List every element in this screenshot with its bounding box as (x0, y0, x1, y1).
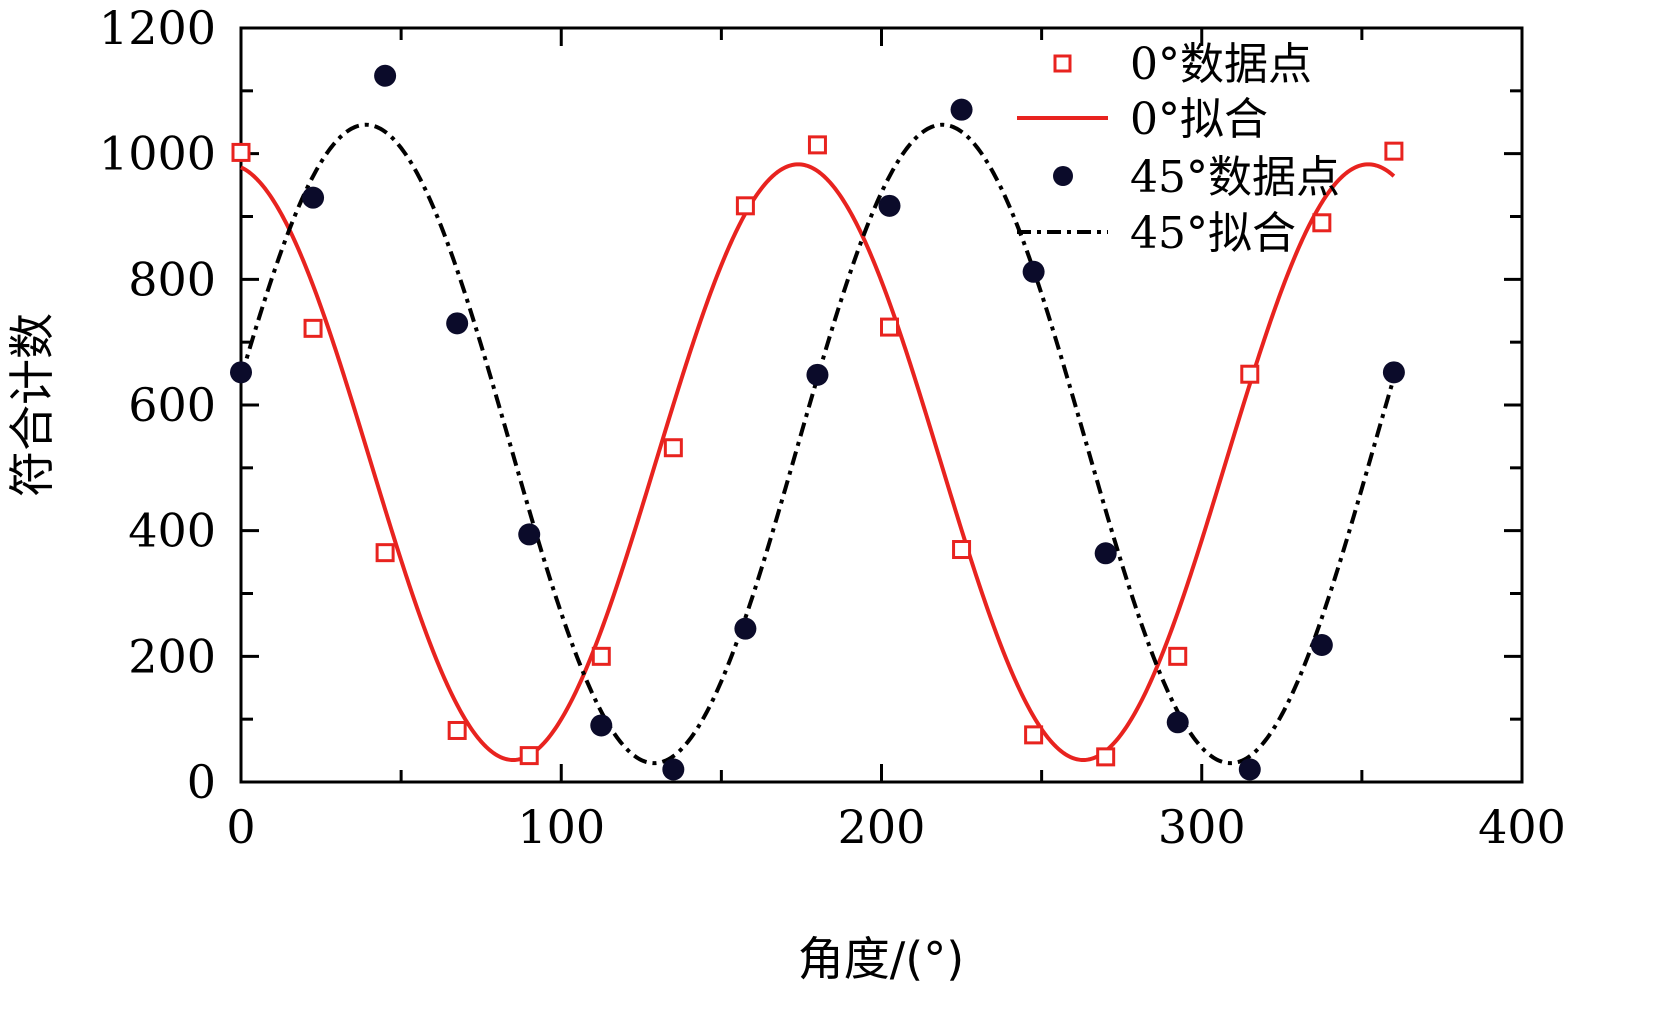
data-point-45 (950, 98, 973, 121)
y-tick-label: 600 (128, 378, 216, 432)
data-point-0 (663, 438, 683, 458)
data-point-45 (1094, 542, 1117, 565)
data-point-0 (735, 196, 755, 216)
data-point-45 (806, 363, 829, 386)
x-axis-title: 角度/(°) (798, 932, 964, 986)
data-point-45 (1310, 634, 1333, 657)
fit-curve-0 (240, 162, 1396, 763)
y-tick-label: 1000 (99, 127, 216, 181)
x-tick-label: 400 (1478, 800, 1566, 854)
data-point-45 (878, 194, 901, 217)
data-point-45 (446, 312, 469, 335)
data-point-0 (375, 543, 395, 563)
data-point-0 (807, 135, 827, 155)
legend: 0°数据点 0°拟合 45°数据点 45°拟合 (1017, 39, 1340, 259)
y-tick-label: 200 (128, 629, 216, 683)
data-point-45 (1238, 758, 1261, 781)
y-ticks: 0 200 400 600 800 1000 1200 (99, 1, 1522, 809)
y-tick-label: 1200 (99, 1, 216, 55)
data-point-0 (952, 540, 972, 560)
y-tick-label: 800 (128, 252, 216, 306)
y-tick-label: 400 (128, 504, 216, 558)
data-point-0 (1168, 646, 1188, 666)
data-point-0 (303, 318, 323, 338)
data-point-0 (591, 646, 611, 666)
data-point-45 (230, 361, 252, 384)
data-point-0 (447, 720, 467, 740)
x-ticks: 0 100 200 300 400 (226, 28, 1566, 854)
y-tick-label: 0 (187, 755, 216, 809)
plot-frame (239, 26, 1524, 784)
data-point-0 (880, 317, 900, 337)
y-axis-title: 符合计数 (5, 313, 59, 497)
data-point-45 (1166, 711, 1189, 734)
x-tick-label: 300 (1158, 800, 1246, 854)
data-point-45 (302, 186, 325, 209)
data-point-45 (590, 714, 613, 737)
data-point-45 (1382, 361, 1405, 384)
data-point-0 (1096, 747, 1116, 767)
legend-label-45-data: 45°数据点 (1130, 152, 1340, 203)
data-point-0 (231, 142, 251, 162)
data-point-45 (734, 617, 757, 640)
legend-label-0-fit: 0°拟合 (1130, 94, 1268, 145)
data-point-0 (519, 746, 539, 766)
legend-square-marker (1053, 54, 1072, 73)
x-tick-label: 0 (226, 800, 255, 854)
data-point-0 (1312, 213, 1332, 233)
data-point-0 (1024, 725, 1044, 745)
legend-circle-marker (1053, 166, 1073, 186)
data-point-45 (374, 64, 397, 87)
legend-label-45-fit: 45°拟合 (1130, 208, 1296, 259)
x-tick-label: 100 (517, 800, 605, 854)
data-point-45 (1022, 260, 1045, 283)
x-tick-label: 200 (838, 800, 926, 854)
data-point-45 (518, 523, 541, 546)
legend-label-0-data: 0°数据点 (1130, 39, 1312, 90)
data-point-0 (1384, 141, 1404, 161)
data-point-0 (1240, 364, 1260, 384)
data-point-45 (662, 758, 685, 781)
data-markers (230, 64, 1405, 781)
